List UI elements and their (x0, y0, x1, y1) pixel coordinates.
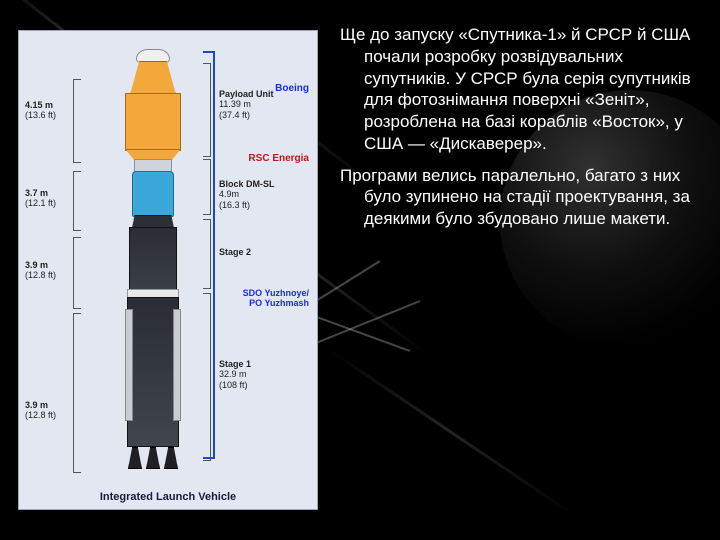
stage-label: Stage 2 (219, 247, 311, 257)
dim-label: 3.9 m(12.8 ft) (25, 261, 79, 281)
diagram-caption: Integrated Launch Vehicle (19, 491, 317, 503)
stage-bracket (203, 293, 211, 461)
dim-bracket (73, 79, 81, 163)
slide-text: Ще до запуску «Спутника-1» й СРСР й США … (340, 24, 700, 240)
dim-bracket (73, 171, 81, 231)
stage-bracket (203, 159, 211, 215)
dim-label: 4.15 m(13.6 ft) (25, 101, 79, 121)
stage-bracket (203, 219, 211, 289)
rocket-block-dm (132, 171, 174, 217)
bg-streak (325, 346, 575, 516)
dim-label: 3.7 m(12.1 ft) (25, 189, 79, 209)
dim-bracket (73, 313, 81, 473)
rocket-body (117, 49, 189, 469)
dim-label: 3.9 m(12.8 ft) (25, 401, 79, 421)
rocket-fairing (130, 61, 176, 95)
rocket-stage-2 (129, 227, 177, 291)
rocket-cap (136, 49, 170, 63)
manufacturer-label: Boeing (275, 83, 309, 94)
rocket-stage-1 (127, 297, 179, 447)
stage-label: Stage 132.9 m (108 ft) (219, 359, 311, 390)
stage-label: Block DM-SL4.9m (16.3 ft) (219, 179, 311, 210)
overall-height-bracket (213, 51, 215, 459)
rocket-nozzles (126, 445, 180, 469)
paragraph: Програми велись паралельно, багато з них… (340, 165, 700, 230)
rocket-fairing (125, 93, 181, 151)
dim-bracket (73, 237, 81, 309)
manufacturer-label: SDO Yuzhnoye/ PO Yuzhmash (243, 289, 309, 309)
manufacturer-label: RSC Energia (248, 153, 309, 164)
paragraph: Ще до запуску «Спутника-1» й СРСР й США … (340, 24, 700, 155)
stage-bracket (203, 63, 211, 157)
rocket-diagram-panel: 4.15 m(13.6 ft) 3.7 m(12.1 ft) 3.9 m(12.… (18, 30, 318, 510)
